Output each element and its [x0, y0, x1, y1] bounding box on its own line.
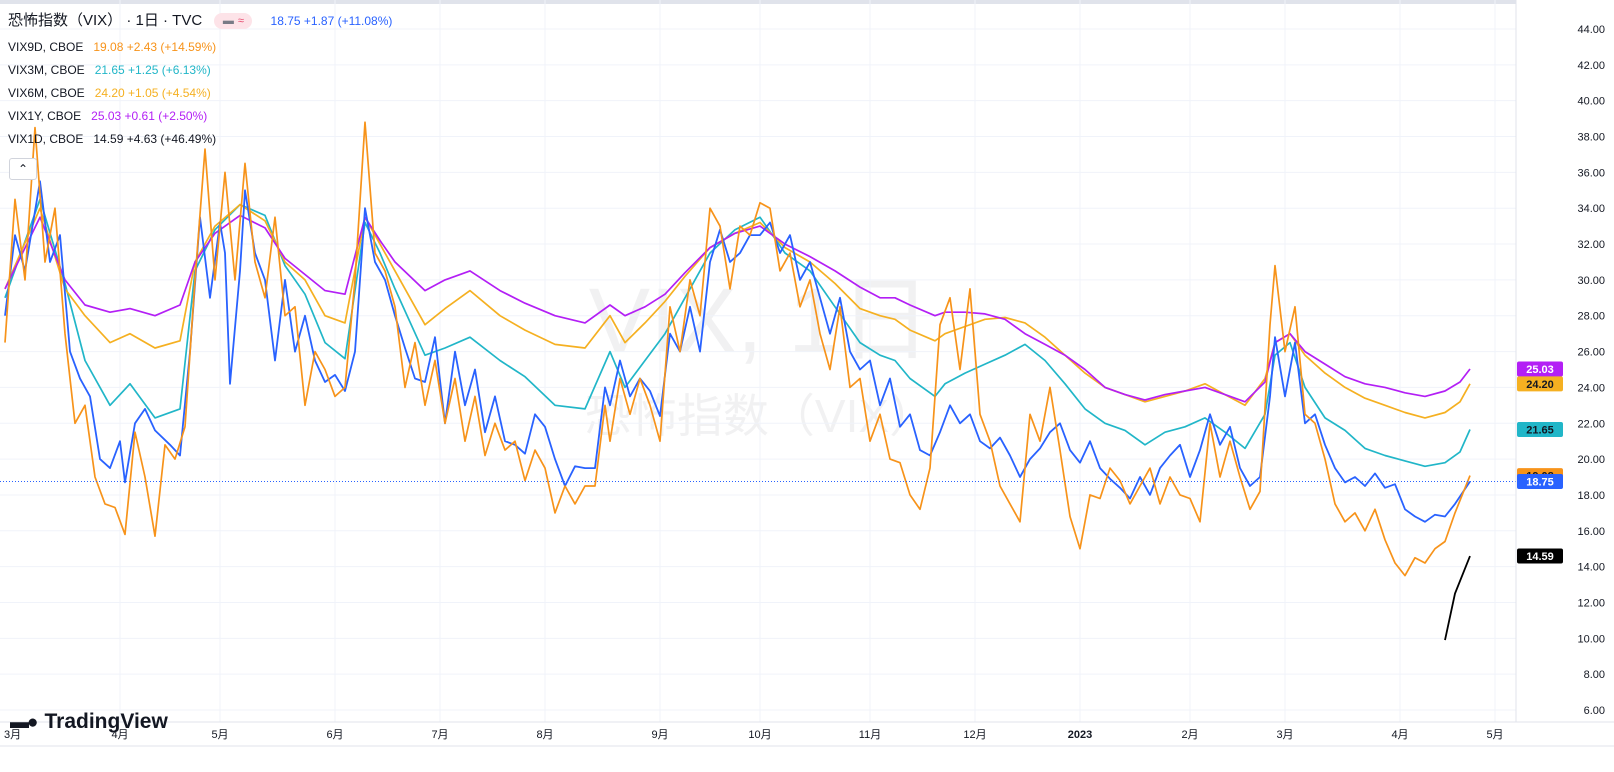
y-tick-label: 34.00	[1577, 203, 1605, 215]
y-tick-label: 16.00	[1577, 526, 1605, 538]
x-tick-label: 10月	[748, 729, 771, 741]
y-tick-label: 12.00	[1577, 597, 1605, 609]
tv-logo-icon: ▬●	[10, 712, 39, 733]
y-tick-label: 42.00	[1577, 60, 1605, 72]
series-layer	[4, 121, 1471, 641]
y-tick-label: 6.00	[1584, 705, 1605, 717]
symbol-title[interactable]: 恐怖指数（VIX） · 1日 · TVC	[8, 12, 203, 29]
y-tick-label: 44.00	[1577, 24, 1605, 36]
series-line-vix1d[interactable]	[1444, 555, 1471, 641]
logo-text: TradingView	[44, 710, 168, 733]
price-tag: 25.03	[1517, 361, 1563, 377]
legend-row-vix6m[interactable]: VIX6M, CBOE 24.20 +1.05 (+4.54%)	[8, 84, 215, 102]
legend-row-vix9d[interactable]: VIX9D, CBOE 19.08 +2.43 (+14.59%)	[8, 38, 220, 56]
x-tick-label: 2023	[1068, 729, 1092, 741]
legend-name: VIX9D, CBOE	[8, 40, 84, 54]
y-tick-label: 40.00	[1577, 96, 1605, 108]
x-tick-label: 3月	[1276, 729, 1293, 741]
symbol-header[interactable]: 恐怖指数（VIX） · 1日 · TVC ▬ ≈ 18.75 +1.87 (+11…	[8, 10, 392, 32]
legend-name: VIX3M, CBOE	[8, 63, 85, 77]
y-tick-label: 26.00	[1577, 347, 1605, 359]
y-tick-label: 14.00	[1577, 562, 1605, 574]
bottom-bar	[0, 746, 1614, 772]
approx-icon[interactable]: ≈	[237, 15, 244, 28]
y-tick-label: 30.00	[1577, 275, 1605, 287]
price-tag-bg	[1517, 548, 1563, 564]
x-tick-label: 11月	[859, 729, 881, 741]
price-tag: 21.65	[1517, 422, 1563, 438]
legend-row-vix3m[interactable]: VIX3M, CBOE 21.65 +1.25 (+6.13%)	[8, 61, 215, 79]
y-tick-label: 20.00	[1577, 454, 1605, 466]
legend-value: 14.59 +4.63 (+46.49%)	[93, 132, 217, 146]
price-tag-label: 18.75	[1526, 477, 1554, 489]
top-toolbar-edge	[0, 0, 1614, 4]
legend-row-vix1d[interactable]: VIX1D, CBOE 14.59 +4.63 (+46.49%)	[8, 130, 220, 148]
x-tick-label: 6月	[326, 729, 343, 741]
x-tick-label: 4月	[1391, 729, 1408, 741]
price-tag-bg	[1517, 376, 1563, 392]
price-tag-bg	[1517, 361, 1563, 377]
tradingview-logo[interactable]: ▬● TradingView	[10, 710, 168, 734]
x-tick-label: 12月	[963, 729, 986, 741]
series-line-vix[interactable]	[4, 180, 1471, 523]
price-tag: 18.75	[1517, 474, 1563, 490]
price-tag-label: 25.03	[1526, 364, 1554, 376]
legend-name: VIX1Y, CBOE	[8, 109, 82, 123]
x-tick-label: 9月	[651, 729, 668, 741]
series-controls[interactable]: ▬ ≈	[214, 13, 253, 30]
y-tick-label: 22.00	[1577, 418, 1605, 430]
series-line-vix9d[interactable]	[4, 121, 1471, 577]
legend-value: 25.03 +0.61 (+2.50%)	[91, 109, 208, 123]
y-tick-label: 28.00	[1577, 311, 1605, 323]
y-tick-label: 38.00	[1577, 132, 1605, 144]
price-tag-label: 14.59	[1526, 551, 1554, 563]
chevron-up-icon: ⌃	[17, 162, 29, 176]
price-tag-label: 24.20	[1526, 379, 1554, 391]
time-axis[interactable]: 3月 4月 5月 6月 7月 8月 9月 10月 11月 12月 2023 2月 3月 4月 5月	[0, 721, 1614, 772]
legend-name: VIX1D, CBOE	[8, 132, 84, 146]
x-tick-label: 5月	[1486, 729, 1503, 741]
x-tick-label: 3月	[4, 729, 21, 741]
price-tag-bg	[1517, 422, 1563, 438]
x-tick-label: 4月	[111, 729, 128, 741]
price-tag: 14.59	[1517, 548, 1563, 564]
y-tick-label: 10.00	[1577, 633, 1605, 645]
x-tick-label: 7月	[431, 729, 448, 741]
y-tick-label: 18.00	[1577, 490, 1605, 502]
minus-icon[interactable]: ▬	[222, 15, 234, 28]
x-tick-label: 2月	[1181, 729, 1198, 741]
price-tag-bg	[1517, 474, 1563, 490]
y-tick-label: 24.00	[1577, 382, 1605, 394]
x-tick-label: 8月	[536, 729, 553, 741]
price-tag-label: 21.65	[1526, 425, 1554, 437]
grid	[0, 0, 1516, 722]
legend-value: 24.20 +1.05 (+4.54%)	[94, 86, 211, 100]
legend-value: 19.08 +2.43 (+14.59%)	[93, 40, 217, 54]
collapse-legend-button[interactable]: ⌃	[9, 158, 37, 180]
price-tag: 24.20	[1517, 376, 1563, 392]
main-value: 18.75 +1.87 (+11.08%)	[270, 14, 393, 28]
x-tick-label: 5月	[211, 729, 228, 741]
legend-name: VIX6M, CBOE	[8, 86, 85, 100]
legend-row-vix1y[interactable]: VIX1Y, CBOE 25.03 +0.61 (+2.50%)	[8, 107, 211, 125]
y-tick-label: 36.00	[1577, 167, 1605, 179]
y-tick-label: 8.00	[1584, 669, 1605, 681]
y-tick-label: 32.00	[1577, 239, 1605, 251]
legend-value: 21.65 +1.25 (+6.13%)	[94, 63, 211, 77]
